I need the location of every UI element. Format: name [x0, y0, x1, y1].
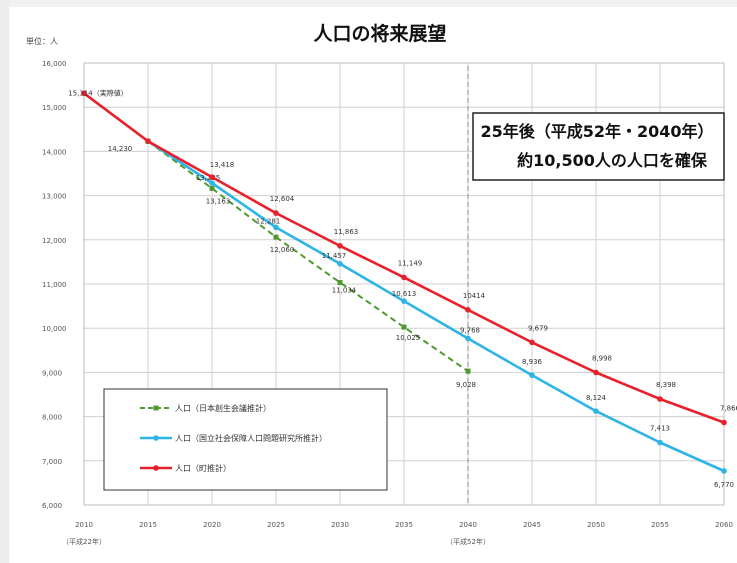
legend-swatch-marker [153, 435, 159, 441]
series-point-2 [465, 307, 471, 313]
series-point-1 [209, 180, 215, 186]
annotation-line-2: 約10,500人の人口を確保 [517, 151, 708, 170]
series-point-2 [209, 174, 215, 180]
legend-label: 人口（町推計） [175, 463, 231, 473]
series-point-1 [401, 298, 407, 304]
x-sub-label: （平成52年） [446, 537, 490, 546]
data-label: 10414 [463, 292, 486, 300]
y-tick-label: 16,000 [42, 60, 67, 68]
y-tick-label: 8,000 [42, 414, 62, 422]
series-point-2 [721, 419, 727, 426]
data-label: 9,028 [456, 381, 476, 389]
data-label: 9,768 [460, 326, 480, 334]
data-label: 11,149 [398, 259, 423, 267]
data-label: 13,163 [206, 197, 231, 205]
series-point-1 [657, 439, 663, 446]
series-point-2 [81, 90, 87, 97]
x-tick-label: 2035 [395, 521, 413, 529]
grid-layer: 6,000 7,000 8,000 9,000 10,000 11,000 12,000 13… [42, 60, 733, 546]
window-top-edge [0, 0, 737, 7]
x-tick-label: 2040 [459, 521, 477, 529]
x-tick-label: 2025 [267, 521, 285, 529]
data-label: 8,124 [586, 394, 607, 402]
data-label: 11,457 [322, 252, 347, 260]
annotation-box: 25年後（平成52年・2040年） 約10,500人の人口を確保 [472, 112, 725, 181]
series-layer: 13,163 12,060 11,034 10,025 9,028 13,285 12,28… [68, 88, 737, 489]
data-label: 7,413 [650, 425, 670, 433]
data-label: 8,936 [522, 358, 543, 366]
series-point-2 [593, 369, 599, 376]
data-label: 13,418 [210, 161, 235, 169]
data-label: 10,025 [396, 334, 421, 342]
series-point-0 [273, 234, 279, 240]
annotation-line-1: 25年後（平成52年・2040年） [480, 122, 713, 141]
data-label: 7,866 [720, 405, 737, 413]
series-point-1 [593, 408, 599, 414]
series-point-1 [529, 372, 535, 379]
data-label: 6,770 [714, 481, 734, 489]
data-label: 12,281 [256, 217, 281, 225]
legend-swatch-marker [153, 465, 159, 471]
series-point-0 [401, 324, 407, 330]
y-tick-label: 15,000 [42, 104, 67, 112]
annotation-frame [472, 112, 725, 181]
data-label: 11,034 [332, 286, 357, 294]
data-label: 14,230 [108, 145, 133, 153]
series-point-1 [337, 261, 343, 267]
y-tick-label: 6,000 [42, 502, 62, 510]
series-point-2 [401, 274, 407, 281]
series-point-0 [465, 368, 471, 374]
series-point-0 [337, 279, 343, 285]
x-tick-label: 2020 [203, 521, 221, 529]
series-point-2 [529, 339, 535, 346]
y-tick-label: 9,000 [42, 369, 62, 377]
series-point-0 [209, 185, 215, 191]
data-label: 8,998 [592, 354, 612, 362]
series-point-2 [657, 396, 663, 402]
x-tick-label: 2060 [715, 521, 733, 529]
chart-title: 人口の将来展望 [313, 22, 446, 45]
data-label: 11,863 [334, 228, 359, 236]
window-left-edge [0, 0, 9, 563]
x-tick-label: 2015 [139, 521, 157, 529]
x-sub-label: （平成22年） [62, 537, 106, 546]
series-point-2 [337, 243, 343, 249]
data-label: 13,285 [196, 174, 221, 182]
series-point-1 [273, 224, 279, 231]
y-tick-label: 12,000 [42, 237, 67, 245]
legend-label: 人口（国立社会保障人口問題研究所推計） [175, 433, 327, 443]
data-label: 10,613 [392, 290, 417, 298]
data-label: 9,679 [528, 324, 548, 332]
legend-swatch-marker [153, 405, 159, 411]
series-point-2 [273, 210, 279, 216]
series-point-2 [145, 138, 151, 145]
y-tick-label: 13,000 [42, 193, 67, 201]
y-tick-label: 14,000 [42, 148, 67, 156]
y-tick-label: 7,000 [42, 458, 62, 466]
data-label: 12,060 [270, 246, 295, 254]
data-label: 12,604 [270, 195, 295, 203]
series-point-1 [465, 335, 471, 342]
x-tick-label: 2055 [651, 521, 669, 529]
unit-label: 単位：人 [26, 36, 58, 46]
y-tick-label: 11,000 [42, 281, 67, 289]
legend-label: 人口（日本創生会議推計） [175, 403, 271, 413]
x-tick-label: 2050 [587, 521, 605, 529]
plot-area-border [83, 62, 725, 506]
series-point-1 [721, 468, 727, 474]
legend-frame [103, 388, 388, 491]
series-line-1 [147, 140, 725, 473]
x-tick-label: 2030 [331, 521, 349, 529]
y-tick-label: 10,000 [42, 325, 67, 333]
x-tick-label: 2045 [523, 521, 541, 529]
x-tick-label: 2010 [75, 521, 93, 529]
data-label: 15,314（実際値） [68, 88, 128, 97]
data-label: 8,398 [656, 381, 676, 389]
legend: 人口（日本創生会議推計） 人口（国立社会保障人口問題研究所推計） 人口（町推計） [103, 388, 388, 491]
